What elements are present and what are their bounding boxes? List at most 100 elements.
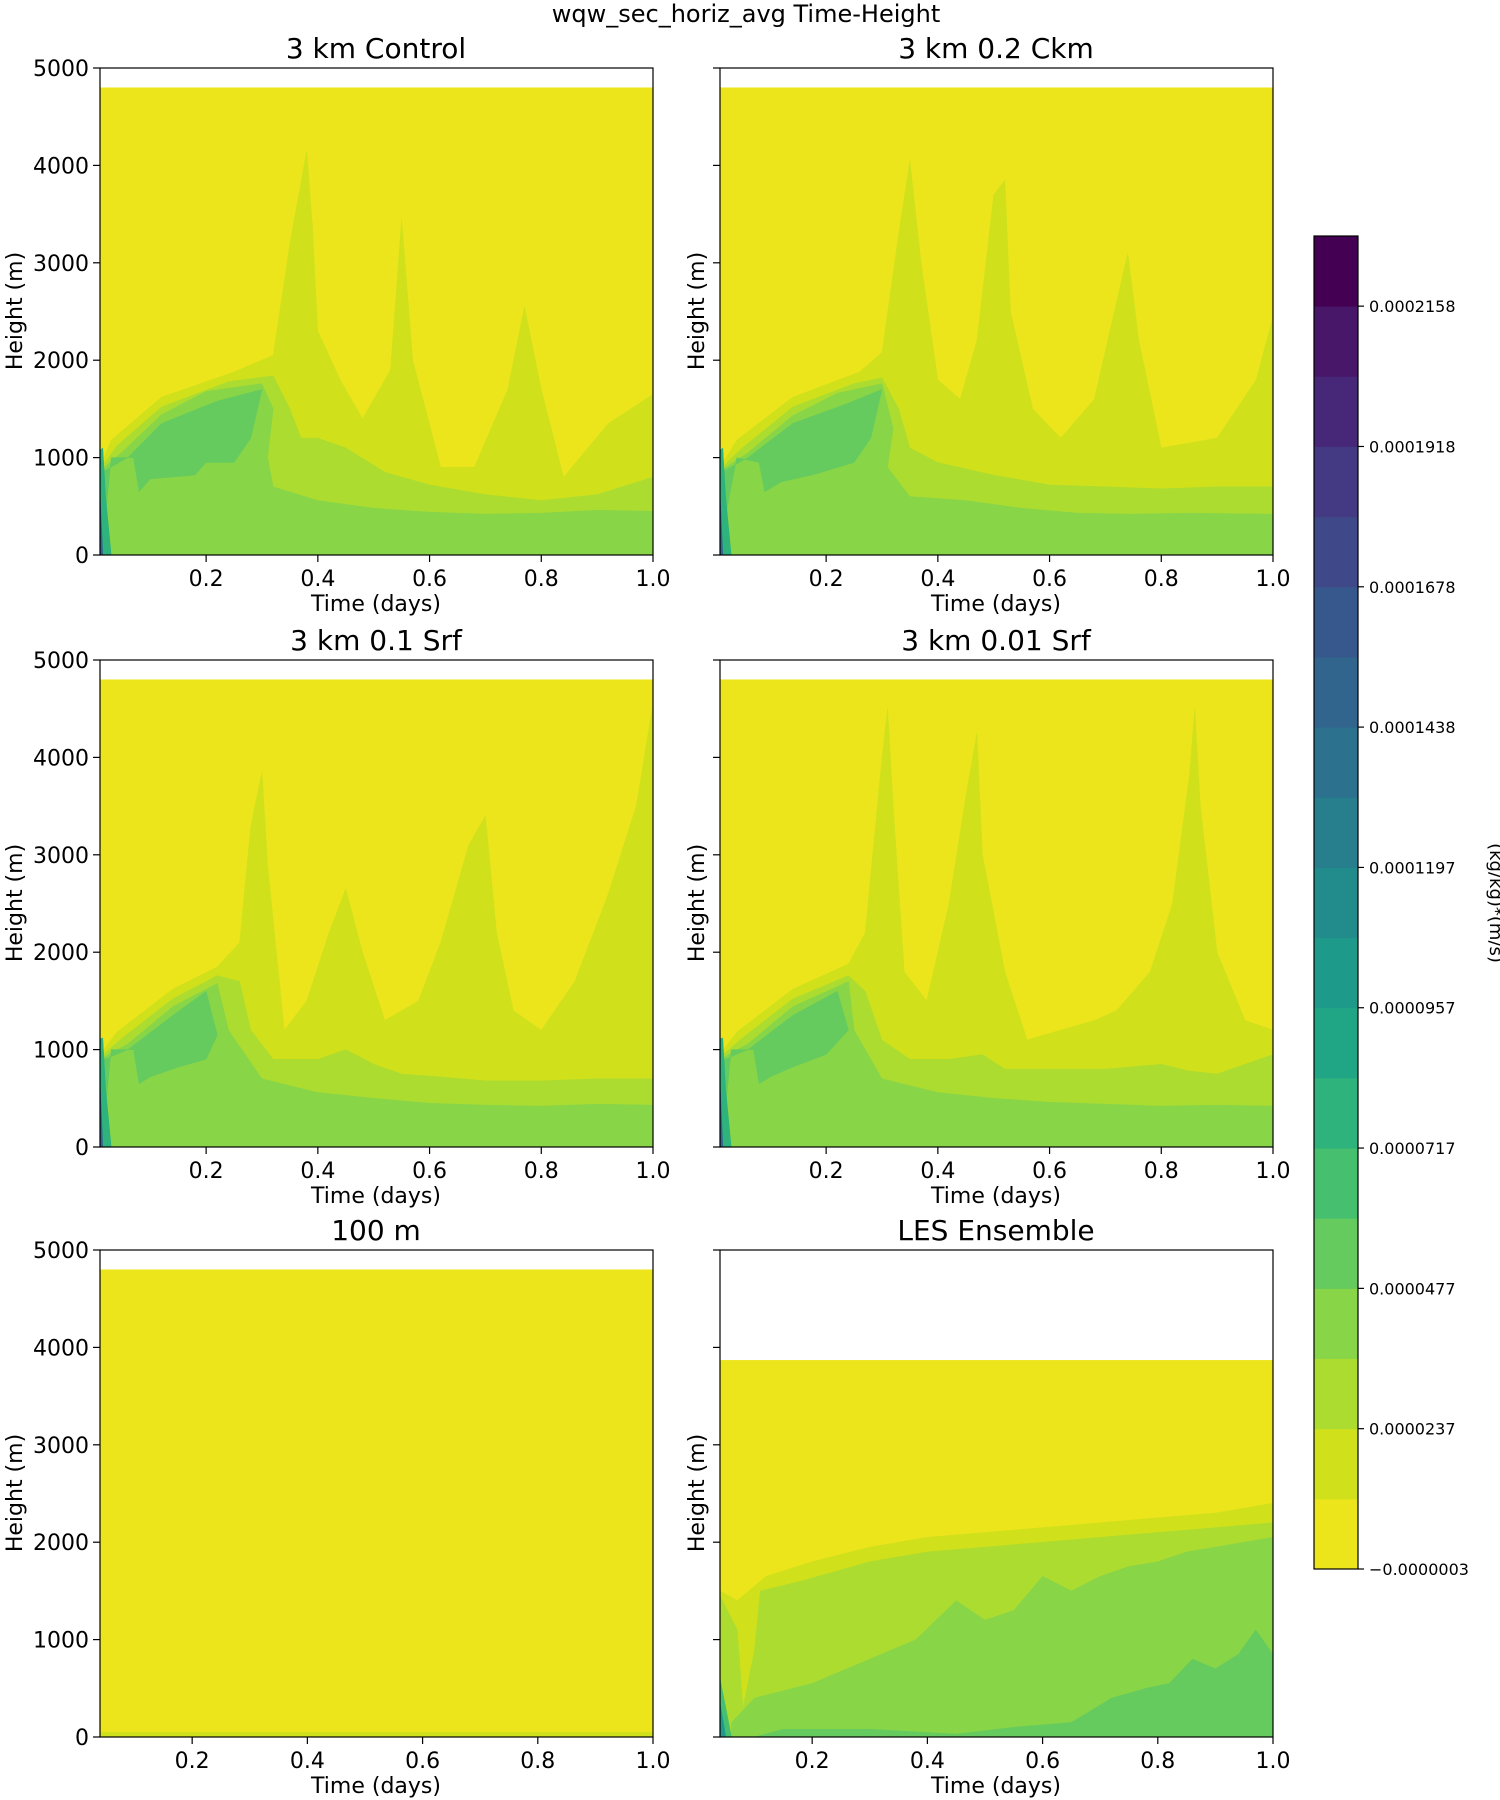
colorbar-swatch xyxy=(1314,1498,1358,1570)
colorbar-tick-label: 0.0001678 xyxy=(1369,578,1456,597)
x-tick-label: 1.0 xyxy=(636,1159,671,1184)
colorbar-swatch xyxy=(1314,797,1358,868)
y-tick-label: 3000 xyxy=(33,1434,89,1459)
panel-3km-0-01-srf: 3 km 0.01 Srf Time (days) Height (m) 0.2… xyxy=(685,624,1291,1209)
x-tick-label: 0.4 xyxy=(920,1159,955,1184)
colorbar-swatch xyxy=(1314,236,1358,307)
colorbar-tick-label: 0.0001438 xyxy=(1369,718,1456,737)
colorbar-swatch xyxy=(1314,1007,1358,1079)
contour-level-3 xyxy=(100,983,653,1147)
panel-title: LES Ensemble xyxy=(897,1214,1094,1247)
panel-title: 100 m xyxy=(331,1214,421,1247)
panel-title: 3 km 0.2 Ckm xyxy=(898,32,1094,65)
y-tick-label: 0 xyxy=(75,544,89,569)
y-axis-label: Height (m) xyxy=(685,1434,710,1552)
y-axis-label: Height (m) xyxy=(3,844,28,962)
contour-level-6 xyxy=(720,1037,732,1147)
y-tick-label: 0 xyxy=(75,1726,89,1751)
x-axis-label: Time (days) xyxy=(310,1184,441,1209)
x-tick-label: 1.0 xyxy=(1256,1749,1291,1774)
x-tick-label: 0.8 xyxy=(1144,567,1179,592)
axes-frame xyxy=(99,1249,654,1738)
x-tick-label: 0.8 xyxy=(524,1159,559,1184)
y-tick-label: 2000 xyxy=(33,1531,89,1556)
x-tick-label: 1.0 xyxy=(1256,1159,1291,1184)
colorbar: (kg/kg)*(m/s) −0.0000003 0.0000237 0.00004… xyxy=(1313,235,1500,1579)
colorbar-label: (kg/kg)*(m/s) xyxy=(1485,843,1500,963)
contour-level-3 xyxy=(720,981,1273,1147)
colorbar-swatch xyxy=(1314,516,1358,588)
x-tick-label: 0.6 xyxy=(1032,1159,1067,1184)
x-tick-label: 0.8 xyxy=(1144,1159,1179,1184)
x-tick-label: 0.8 xyxy=(1140,1749,1175,1774)
x-axis-label: Time (days) xyxy=(930,1774,1061,1799)
contour-level-12 xyxy=(100,490,104,555)
y-axis-label: Height (m) xyxy=(685,252,710,370)
colorbar-swatch xyxy=(1314,376,1358,447)
colorbar-swatch xyxy=(1314,867,1358,939)
contour-level-6 xyxy=(720,447,732,555)
x-tick-label: 0.2 xyxy=(809,1159,844,1184)
colorbar-tick-label: 0.0000957 xyxy=(1369,999,1456,1018)
contour-level-6 xyxy=(100,447,112,555)
axes-frame xyxy=(99,67,654,556)
panel-title: 3 km 0.01 Srf xyxy=(901,624,1092,657)
contour-base-level xyxy=(100,1269,653,1737)
contour-field xyxy=(100,1269,653,1737)
x-tick-label: 1.0 xyxy=(636,1749,671,1774)
contour-level-1 xyxy=(100,1731,653,1737)
x-tick-label: 0.8 xyxy=(520,1749,555,1774)
y-axis-label: Height (m) xyxy=(3,252,28,370)
colorbar-swatch xyxy=(1314,1288,1358,1360)
contour-level-8 xyxy=(720,1702,727,1737)
colorbar-swatch xyxy=(1314,937,1358,1009)
contour-field xyxy=(720,679,1273,1147)
y-tick-label: 3000 xyxy=(33,252,89,277)
x-tick-label: 0.6 xyxy=(1025,1749,1060,1774)
colorbar-tick-label: 0.0002158 xyxy=(1369,297,1456,316)
contour-level-4 xyxy=(754,1629,1273,1737)
x-tick-label: 0.4 xyxy=(300,567,335,592)
contour-level-4 xyxy=(100,389,263,555)
y-tick-label: 1000 xyxy=(33,447,89,472)
x-tick-label: 0.2 xyxy=(809,567,844,592)
x-axis-label: Time (days) xyxy=(930,592,1061,617)
axes-frame xyxy=(99,659,654,1148)
colorbar-tick-label: 0.0000717 xyxy=(1369,1139,1456,1158)
panel-3km-control: 3 km Control Time (days) Height (m) 0 100… xyxy=(3,32,671,617)
contour-level-12 xyxy=(720,490,724,555)
colorbar-swatch xyxy=(1314,446,1358,518)
x-tick-label: 0.6 xyxy=(405,1749,440,1774)
colorbar-swatch xyxy=(1314,586,1358,658)
contour-level-3 xyxy=(731,1537,1273,1737)
x-tick-label: 1.0 xyxy=(636,567,671,592)
y-tick-label: 3000 xyxy=(33,844,89,869)
y-tick-label: 5000 xyxy=(33,1239,89,1264)
contour-field xyxy=(100,679,653,1147)
x-tick-label: 0.4 xyxy=(300,1159,335,1184)
x-tick-label: 0.4 xyxy=(910,1749,945,1774)
colorbar-swatch xyxy=(1314,1218,1358,1289)
panel-3km-0-1-srf: 3 km 0.1 Srf Time (days) Height (m) 0 100… xyxy=(3,624,671,1209)
colorbar-frame xyxy=(1313,235,1359,1570)
x-axis-label: Time (days) xyxy=(930,1184,1061,1209)
x-tick-label: 0.4 xyxy=(290,1749,325,1774)
panel-3km-0-2-ckm: 3 km 0.2 Ckm Time (days) Height (m) 0.2 0… xyxy=(685,32,1291,617)
colorbar-swatch xyxy=(1314,1077,1358,1149)
colorbar-swatch xyxy=(1314,1148,1358,1219)
colorbar-tick-label: 0.0000237 xyxy=(1369,1420,1456,1439)
x-axis-label: Time (days) xyxy=(310,1774,441,1799)
x-axis-label: Time (days) xyxy=(310,592,441,617)
contour-level-4 xyxy=(720,990,849,1147)
y-axis-label: Height (m) xyxy=(685,844,710,962)
colorbar-tick-label: 0.0000477 xyxy=(1369,1279,1456,1298)
contour-level-12 xyxy=(100,1079,104,1147)
x-tick-label: 0.2 xyxy=(795,1749,830,1774)
y-tick-label: 1000 xyxy=(33,1629,89,1654)
contour-level-6 xyxy=(100,1037,112,1147)
y-axis-label: Height (m) xyxy=(3,1434,28,1552)
contour-field xyxy=(100,87,653,555)
x-tick-label: 0.4 xyxy=(920,567,955,592)
y-tick-label: 4000 xyxy=(33,1336,89,1361)
